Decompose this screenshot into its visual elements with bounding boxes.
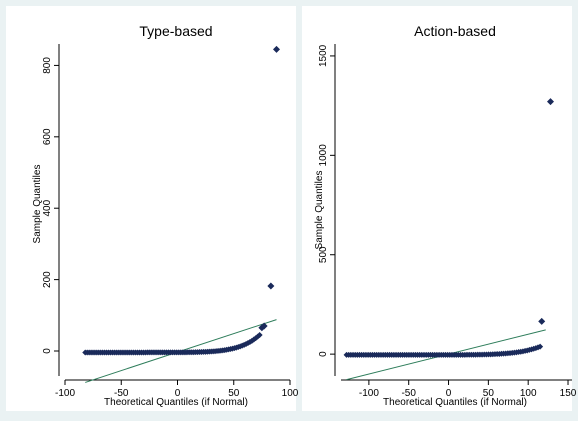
- action-based-point: [537, 343, 544, 350]
- type-based-point: [256, 331, 263, 338]
- action-based-y-tick-label: 500: [318, 246, 329, 263]
- type-based-x-tick-label: -100: [55, 388, 75, 399]
- type-based-x-axis-label: Theoretical Quantiles (if Normal): [104, 397, 248, 408]
- type-based-outlier-point: [273, 45, 280, 53]
- type-based-y-tick-label: 400: [42, 199, 53, 216]
- type-based-x-tick-label: -50: [114, 388, 129, 399]
- type-based-title: Type-based: [139, 23, 212, 39]
- action-based-x-tick-label: -50: [401, 388, 416, 399]
- action-based-y-axis-label: Sample Quantiles: [314, 171, 325, 250]
- type-based-y-tick-label: 0: [42, 348, 53, 354]
- action-based-outlier-point: [538, 317, 546, 325]
- action-based-y-tick-label: 1500: [318, 44, 329, 67]
- type-based-outlier-point: [260, 322, 268, 330]
- action-based-x-tick-label: 150: [560, 388, 577, 399]
- type-based-y-tick-label: 200: [42, 271, 53, 288]
- action-based-x-tick-label: 50: [483, 388, 495, 399]
- type-based-panel: Type-based Theoretical Quantiles (if Nor…: [6, 6, 299, 411]
- action-based-title: Action-based: [414, 23, 496, 39]
- type-based-y-tick-label: 800: [42, 57, 53, 74]
- action-based-x-tick-label: 100: [520, 388, 537, 399]
- action-based-x-tick-label: 0: [446, 388, 452, 399]
- type-based-x-tick-label: 100: [282, 388, 299, 399]
- type-based-x-tick-label: 50: [228, 388, 240, 399]
- type-based-y-tick-label: 600: [42, 128, 53, 145]
- type-based-outlier-point: [267, 282, 275, 290]
- action-based-y-tick-label: 0: [318, 351, 329, 357]
- action-based-outlier-point: [546, 98, 554, 106]
- action-based-y-tick-label: 1000: [318, 144, 329, 167]
- action-based-plot-region: [302, 6, 572, 411]
- action-based-panel: Action-based Theoretical Quantiles (if N…: [302, 6, 577, 411]
- action-based-x-axis-label: Theoretical Quantiles (if Normal): [383, 397, 527, 408]
- type-based-y-axis-label: Sample Quantiles: [32, 165, 43, 244]
- type-based-x-tick-label: 0: [175, 388, 181, 399]
- action-based-x-tick-label: -100: [359, 388, 379, 399]
